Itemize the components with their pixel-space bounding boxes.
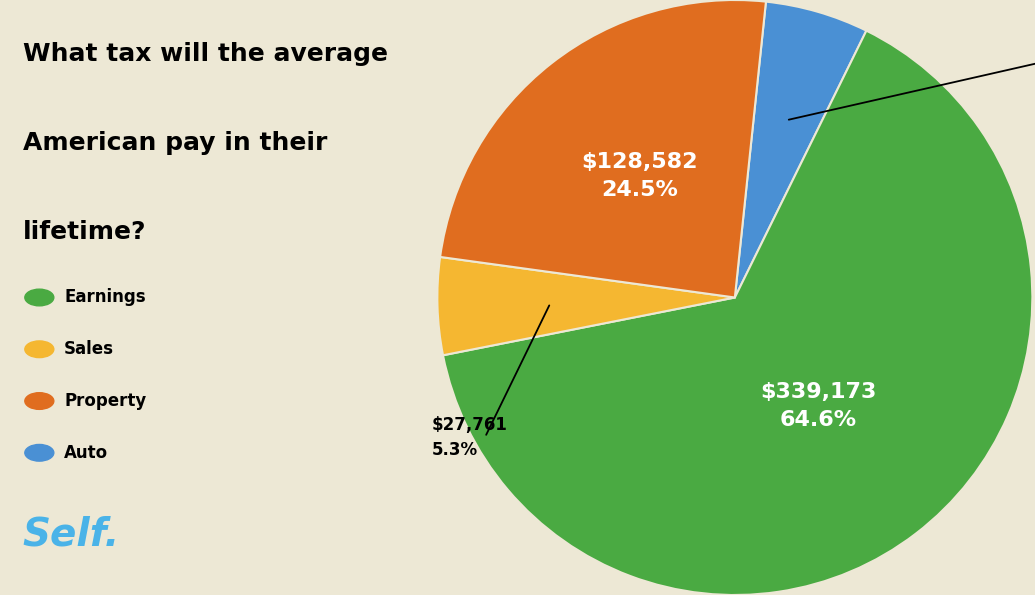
Text: $128,582
24.5%: $128,582 24.5% (582, 152, 698, 200)
Wedge shape (438, 257, 735, 355)
Text: $339,173
64.6%: $339,173 64.6% (760, 382, 877, 430)
Text: Property: Property (64, 392, 146, 410)
Text: Earnings: Earnings (64, 289, 146, 306)
Text: $27,761
5.3%: $27,761 5.3% (432, 416, 507, 459)
Text: lifetime?: lifetime? (23, 220, 146, 244)
Text: Self.: Self. (23, 515, 120, 553)
Wedge shape (735, 2, 866, 298)
Text: Sales: Sales (64, 340, 114, 358)
Wedge shape (443, 31, 1032, 595)
Text: Auto: Auto (64, 444, 109, 462)
Wedge shape (440, 0, 766, 298)
Text: American pay in their: American pay in their (23, 131, 327, 155)
Text: What tax will the average: What tax will the average (23, 42, 388, 65)
